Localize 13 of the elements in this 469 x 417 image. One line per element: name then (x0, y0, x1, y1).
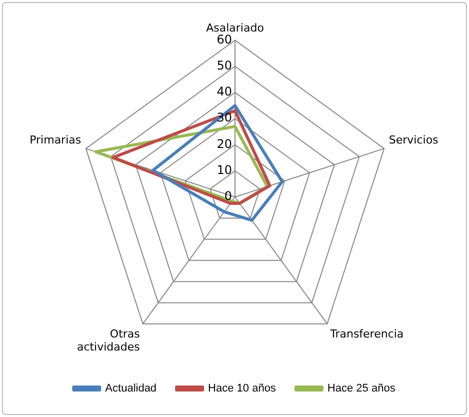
spoke-label: Primarias (30, 133, 82, 146)
y-tick-label: 10 (216, 162, 232, 177)
y-tick-label: 60 (216, 32, 232, 46)
legend-label: Hace 25 años (327, 382, 396, 395)
y-tick-label: 20 (216, 136, 232, 151)
y-tick-label: 50 (216, 58, 232, 72)
spoke-label: Servicios (388, 133, 439, 146)
spoke-label: Asalariado (206, 21, 264, 34)
spoke-label: Transferencia (329, 327, 404, 340)
legend-label: Hace 10 años (208, 382, 276, 395)
spoke-label: Otras actividades (76, 327, 140, 354)
legend-label: Actualidad (105, 382, 157, 395)
y-tick-label: 40 (216, 84, 232, 99)
